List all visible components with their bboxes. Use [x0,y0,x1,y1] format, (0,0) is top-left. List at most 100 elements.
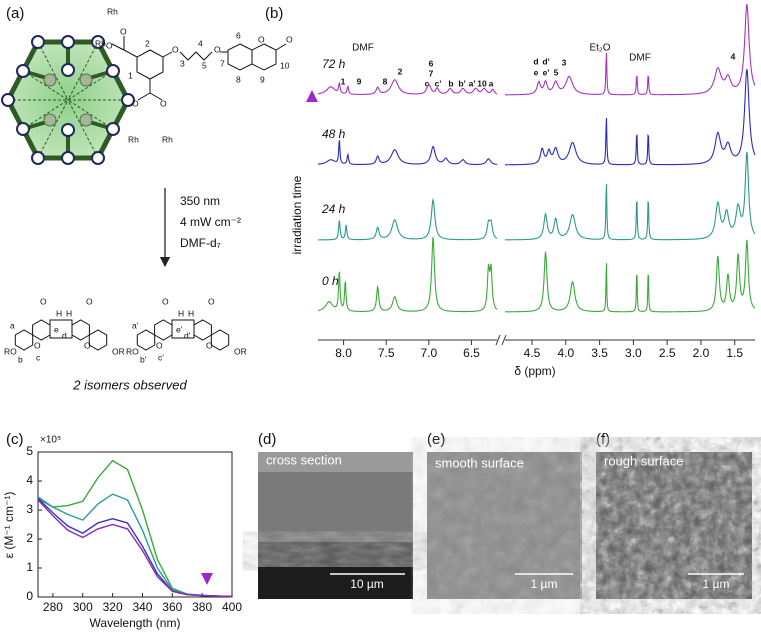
ring [14,329,34,351]
peak-label: 1 [341,76,346,86]
sem-f: (f) rough surface 1 µm [596,431,752,599]
atom-label: H [188,308,194,318]
atom-label: b' [140,354,147,364]
arrow-head [306,90,318,102]
peak-label: d' [542,56,549,66]
panel-b: (b) irradiation time δ (ppm) DMF 1 9 8 2… [265,4,756,378]
spectrum [505,239,756,313]
atom-label: 7 [220,58,225,68]
x-tick-label: 4.0 [557,346,574,360]
panel-label: (b) [265,5,283,22]
peak-label: e [534,67,539,77]
peak-label: 6 [429,58,434,68]
atom-label: 8 [236,74,241,84]
atom-label: e [54,324,59,334]
atom-label: b [18,354,23,364]
x-tick-label: 380 [192,600,212,614]
cyclobutane [49,319,73,339]
atom-label: e' [176,324,183,334]
series-label: 48 h [322,127,346,141]
axis-break [495,334,507,346]
atom-label: d [62,330,67,340]
caption: 2 isomers observed [72,377,187,392]
x-tick-label: 3.0 [625,346,642,360]
plot-frame [37,451,233,598]
x-tick-label: 6.5 [463,346,480,360]
atom-label: O [120,26,127,36]
peak-label: 9 [357,76,362,86]
x-axis-label: Wavelength (nm) [90,616,181,630]
spectrum [505,69,756,166]
cyclobutane [171,319,195,339]
peak-label: a [489,78,494,88]
x-tick-label: 400 [222,600,242,614]
caption: smooth surface [435,455,524,470]
peak-label: c' [435,78,442,88]
ring [88,329,108,351]
panel-label: (c) [6,431,24,448]
y-axis-label: ε (M⁻¹ cm⁻¹) [2,492,16,559]
peak-label: 2 [398,66,403,76]
arrow-head [201,573,213,585]
atom-label: O [40,296,47,306]
atom-label: O [84,340,91,350]
product [14,319,108,351]
atom-label: 9 [260,74,265,84]
atom-label: 3 [180,58,185,68]
peak-label: c [425,78,430,88]
panel-label: (d) [258,431,276,448]
atom-label: H [56,308,62,318]
atom-label: OR [234,346,247,356]
peak-label: 7 [429,68,434,78]
ring [32,319,51,341]
condition: 4 mW cm⁻² [180,215,241,229]
x-tick-label: 320 [103,600,123,614]
condition: DMF-d₇ [180,236,221,250]
spectrum [318,197,498,241]
atom-label: c' [158,352,164,362]
atom-label: 5 [202,60,207,70]
x-tick-label: 7.5 [378,346,395,360]
atom-label: 6 [236,30,241,40]
atom-label: a' [132,320,139,330]
atom-label: O [172,44,179,54]
scale-bar-label: 10 µm [350,577,384,591]
product [136,319,230,351]
ring [193,319,212,341]
peak-labels: DMF 1 9 8 2 6 7 c c' b b' a' 10 a d d' e… [341,43,736,89]
ring [154,319,173,341]
ring [136,329,156,351]
peak-label: 10 [477,78,487,88]
x-tick-label: 4.5 [524,346,541,360]
spectrum [504,4,756,96]
panel-label: (f) [596,431,610,448]
x-tick-label: 7.0 [420,346,437,360]
atom-label: d' [184,330,191,340]
atom-label: O [106,40,113,50]
atom-label: O [34,340,41,350]
atom-label: Rh [95,38,106,48]
x-tick-label: 340 [132,600,152,614]
atom-label: 10 [280,60,290,70]
spectrum-line [37,497,233,598]
atom-label: O [160,98,167,108]
caption: rough surface [604,453,684,468]
peak-label: a' [469,78,476,88]
x-tick-label: 2.0 [693,346,710,360]
peak-label: 8 [383,76,388,86]
atom-label: O [214,44,221,54]
x-tick-label: 280 [43,600,63,614]
atom-label: c [36,352,41,362]
x-tick-label: 1.5 [726,346,743,360]
sem-d: (d) cross section 10 µm [258,431,413,599]
spectrum [317,140,498,165]
atom-label: Rh [128,134,139,144]
peak-label: b [448,78,453,88]
y-tick-label: 5 [26,444,33,458]
panel-a: (a) Rh Rh Rh Rh O O O O 2 1 3 4 5 O O 6 … [1,5,293,392]
peak-label: Et₂O [589,43,610,54]
y-tick-label: 3 [26,502,33,516]
spectrum-line [37,499,233,598]
cage [1,35,135,165]
